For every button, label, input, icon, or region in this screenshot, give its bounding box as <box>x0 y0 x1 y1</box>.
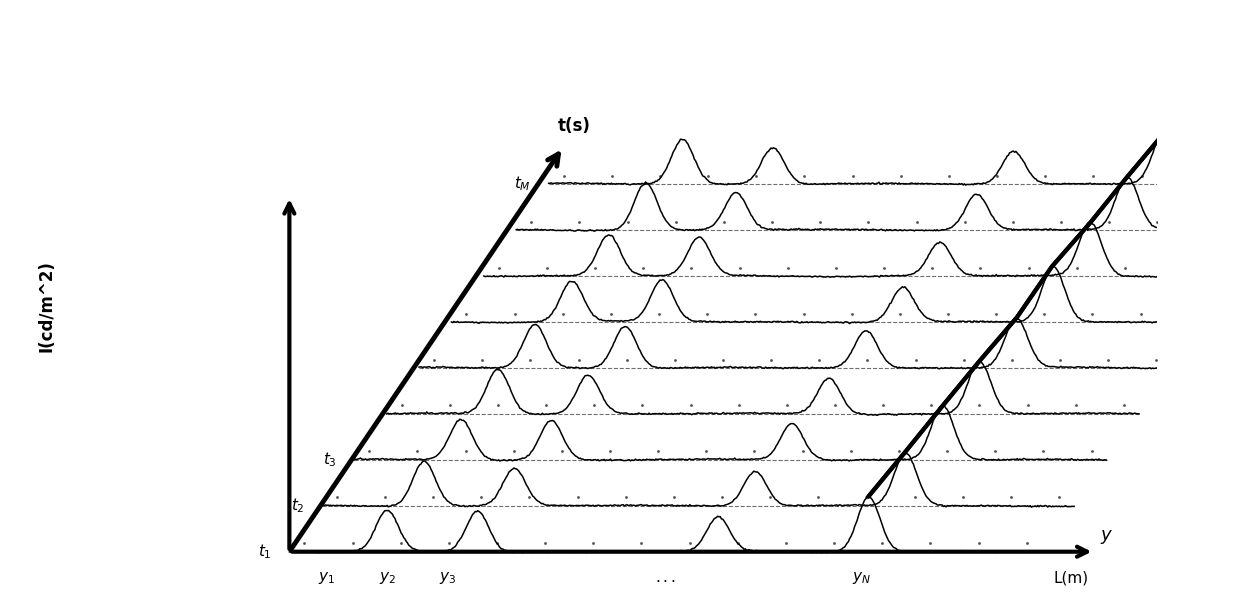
Text: $t_M$: $t_M$ <box>515 175 531 193</box>
Text: L(m): L(m) <box>1054 570 1089 585</box>
Text: $t_1$: $t_1$ <box>258 543 272 561</box>
Text: $t_3$: $t_3$ <box>322 451 337 469</box>
Text: I(cd/m^2): I(cd/m^2) <box>37 261 56 352</box>
Text: $y$: $y$ <box>1100 528 1114 546</box>
Text: $y_2$: $y_2$ <box>378 570 396 586</box>
Text: $y_1$: $y_1$ <box>319 570 336 586</box>
Text: $t_2$: $t_2$ <box>290 497 305 515</box>
Text: $y_N$: $y_N$ <box>852 570 870 586</box>
Text: t(s): t(s) <box>558 117 591 135</box>
Text: $...$: $...$ <box>655 570 676 585</box>
Text: $y_3$: $y_3$ <box>439 570 456 586</box>
